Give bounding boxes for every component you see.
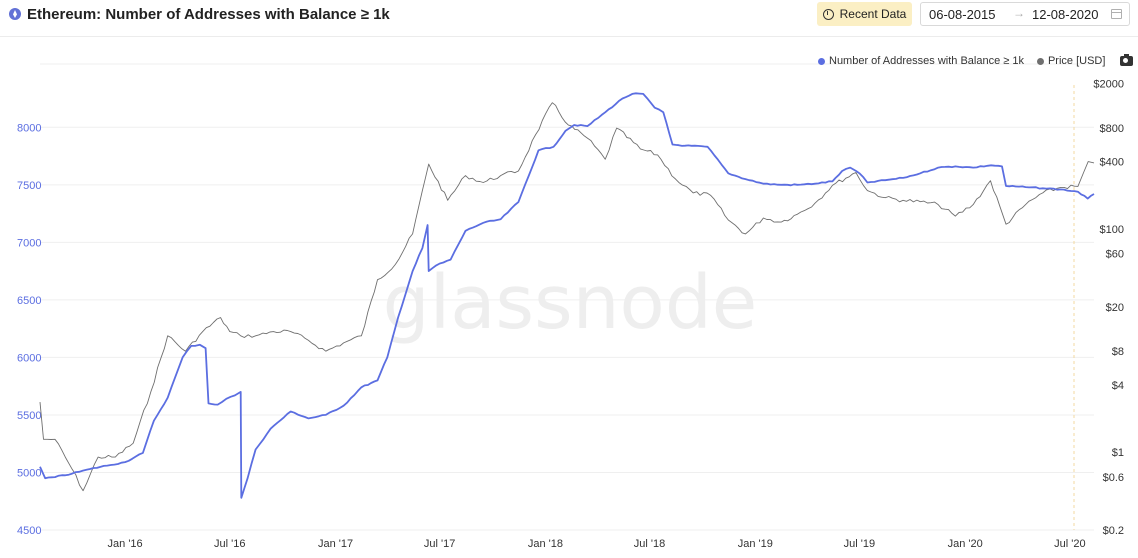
recent-data-button[interactable]: Recent Data [817,2,912,26]
camera-icon[interactable] [1120,54,1134,66]
y-left-tick-label: 6000 [17,352,41,364]
x-tick-label: Jan '19 [738,538,773,550]
y-right-tick-label: $100 [1100,224,1124,236]
y-right-tick-label: $800 [1100,123,1124,135]
legend: Number of Addresses with Balance ≥ 1k Pr… [818,54,1134,67]
x-tick-label: Jul '19 [844,538,875,550]
x-tick-label: Jul '18 [634,538,665,550]
y-right-tick-label: $20 [1106,302,1124,314]
x-tick-label: Jan '18 [528,538,563,550]
y-left-tick-label: 7500 [17,180,41,192]
calendar-icon[interactable] [1111,9,1122,19]
legend-label-price: Price [USD] [1047,55,1106,67]
arrow-right-icon: → [1013,6,1025,20]
y-right-tick-label: $0.6 [1103,472,1124,484]
y-right-tick-label: $4 [1112,380,1124,392]
legend-item-addresses[interactable]: Number of Addresses with Balance ≥ 1k [818,55,1024,67]
date-range-picker[interactable]: 06-08-2015 → 12-08-2020 [920,2,1130,26]
date-start-input[interactable]: 06-08-2015 [929,7,996,22]
y-axis-left: 8000 7500 7000 6500 6000 5500 5000 4500 [17,122,41,537]
x-tick-label: Jan '17 [318,538,353,550]
y-right-tick-label: $8 [1112,346,1124,358]
watermark: glassnode [383,260,758,346]
series-lines [39,92,1095,499]
x-tick-label: Jul '20 [1054,538,1085,550]
x-tick-label: Jul '16 [214,538,245,550]
x-tick-label: Jan '16 [108,538,143,550]
x-tick-label: Jan '20 [948,538,983,550]
y-left-tick-label: 8000 [17,122,41,134]
y-left-tick-label: 5000 [17,467,41,479]
y-right-tick-label: $400 [1100,157,1124,169]
ethereum-icon [9,8,21,20]
x-axis: Jan '16 Jul '16 Jan '17 Jul '17 Jan '18 Jul '… [108,538,1086,550]
recent-data-label: Recent Data [839,7,907,21]
legend-label-addresses: Number of Addresses with Balance ≥ 1k [829,55,1024,67]
page-title: Ethereum: Number of Addresses with Balan… [27,6,390,23]
legend-dot-price [1036,57,1044,65]
header-bar: Ethereum: Number of Addresses with Balan… [0,0,1138,37]
y-right-tick-label: $1 [1112,447,1124,459]
addresses-series-line [39,92,1095,499]
y-left-tick-label: 5500 [17,410,41,422]
y-right-tick-label: $60 [1106,249,1124,261]
date-end-input[interactable]: 12-08-2020 [1032,7,1099,22]
y-right-tick-label: $0.2 [1103,525,1124,537]
x-tick-label: Jul '17 [424,538,455,550]
y-left-tick-label: 6500 [17,295,41,307]
y-right-tick-label: $2000 [1093,79,1124,91]
y-left-tick-label: 7000 [17,237,41,249]
legend-dot-addresses [818,57,825,65]
price-series-line [39,102,1095,492]
y-left-tick-label: 4500 [17,525,41,537]
grid-lines [40,63,1094,531]
legend-item-price[interactable]: Price [USD] [1036,55,1106,67]
clock-icon [822,8,834,20]
y-axis-right: $2000 $800 $400 $100 $60 $20 $8 $4 $1 $0.6 $0.2 [1093,79,1124,537]
